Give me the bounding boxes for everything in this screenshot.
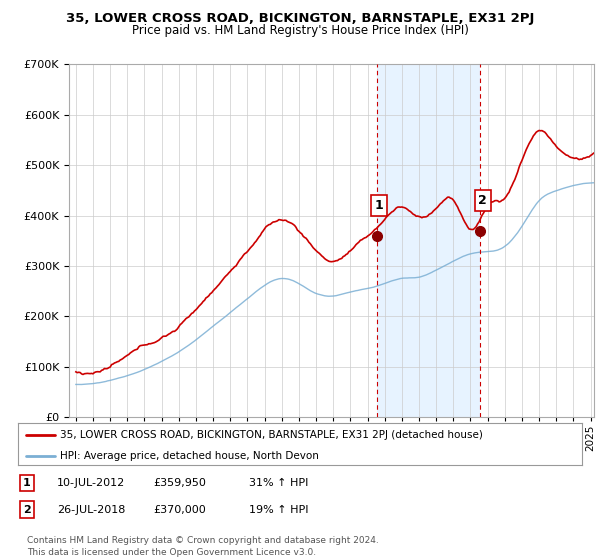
Text: 1: 1 [23,478,31,488]
Text: £359,950: £359,950 [153,478,206,488]
Text: 35, LOWER CROSS ROAD, BICKINGTON, BARNSTAPLE, EX31 2PJ (detached house): 35, LOWER CROSS ROAD, BICKINGTON, BARNST… [60,430,483,440]
Text: Price paid vs. HM Land Registry's House Price Index (HPI): Price paid vs. HM Land Registry's House … [131,24,469,36]
Text: £370,000: £370,000 [153,505,206,515]
Text: 2: 2 [23,505,31,515]
Text: 1: 1 [375,199,383,212]
Text: 10-JUL-2012: 10-JUL-2012 [57,478,125,488]
Text: 2: 2 [478,194,487,207]
Text: HPI: Average price, detached house, North Devon: HPI: Average price, detached house, Nort… [60,451,319,460]
Bar [377,64,480,417]
Text: Contains HM Land Registry data © Crown copyright and database right 2024.
This d: Contains HM Land Registry data © Crown c… [27,536,379,557]
Text: 26-JUL-2018: 26-JUL-2018 [57,505,125,515]
Text: 35, LOWER CROSS ROAD, BICKINGTON, BARNSTAPLE, EX31 2PJ: 35, LOWER CROSS ROAD, BICKINGTON, BARNST… [66,12,534,25]
Text: 19% ↑ HPI: 19% ↑ HPI [249,505,308,515]
Text: 31% ↑ HPI: 31% ↑ HPI [249,478,308,488]
